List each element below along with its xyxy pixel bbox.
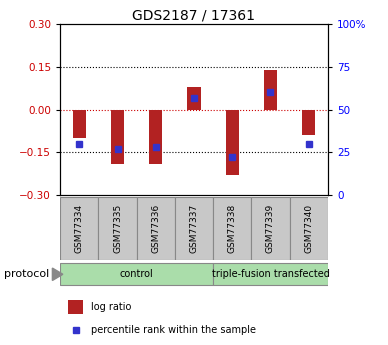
- Text: GSM77338: GSM77338: [228, 204, 237, 253]
- Text: GSM77335: GSM77335: [113, 204, 122, 253]
- Text: control: control: [120, 269, 154, 279]
- Bar: [213, 197, 251, 260]
- Text: GSM77336: GSM77336: [151, 204, 160, 253]
- Bar: [302, 110, 315, 135]
- Bar: [68, 299, 83, 314]
- Bar: [149, 110, 163, 164]
- Bar: [99, 197, 137, 260]
- Text: GSM77337: GSM77337: [189, 204, 199, 253]
- Title: GDS2187 / 17361: GDS2187 / 17361: [132, 9, 256, 23]
- Bar: [137, 197, 175, 260]
- Bar: [73, 110, 86, 138]
- Bar: [213, 263, 328, 285]
- Bar: [60, 197, 99, 260]
- Text: triple-fusion transfected: triple-fusion transfected: [211, 269, 329, 279]
- Text: GSM77339: GSM77339: [266, 204, 275, 253]
- Text: percentile rank within the sample: percentile rank within the sample: [91, 325, 256, 335]
- Bar: [289, 197, 328, 260]
- Bar: [225, 110, 239, 175]
- Text: log ratio: log ratio: [91, 302, 131, 312]
- Bar: [175, 197, 213, 260]
- Text: protocol: protocol: [4, 269, 49, 279]
- Text: GSM77340: GSM77340: [304, 204, 313, 253]
- Bar: [187, 87, 201, 110]
- Bar: [60, 263, 213, 285]
- Bar: [111, 110, 124, 164]
- Bar: [251, 197, 289, 260]
- Text: GSM77334: GSM77334: [75, 204, 84, 253]
- Bar: [264, 70, 277, 110]
